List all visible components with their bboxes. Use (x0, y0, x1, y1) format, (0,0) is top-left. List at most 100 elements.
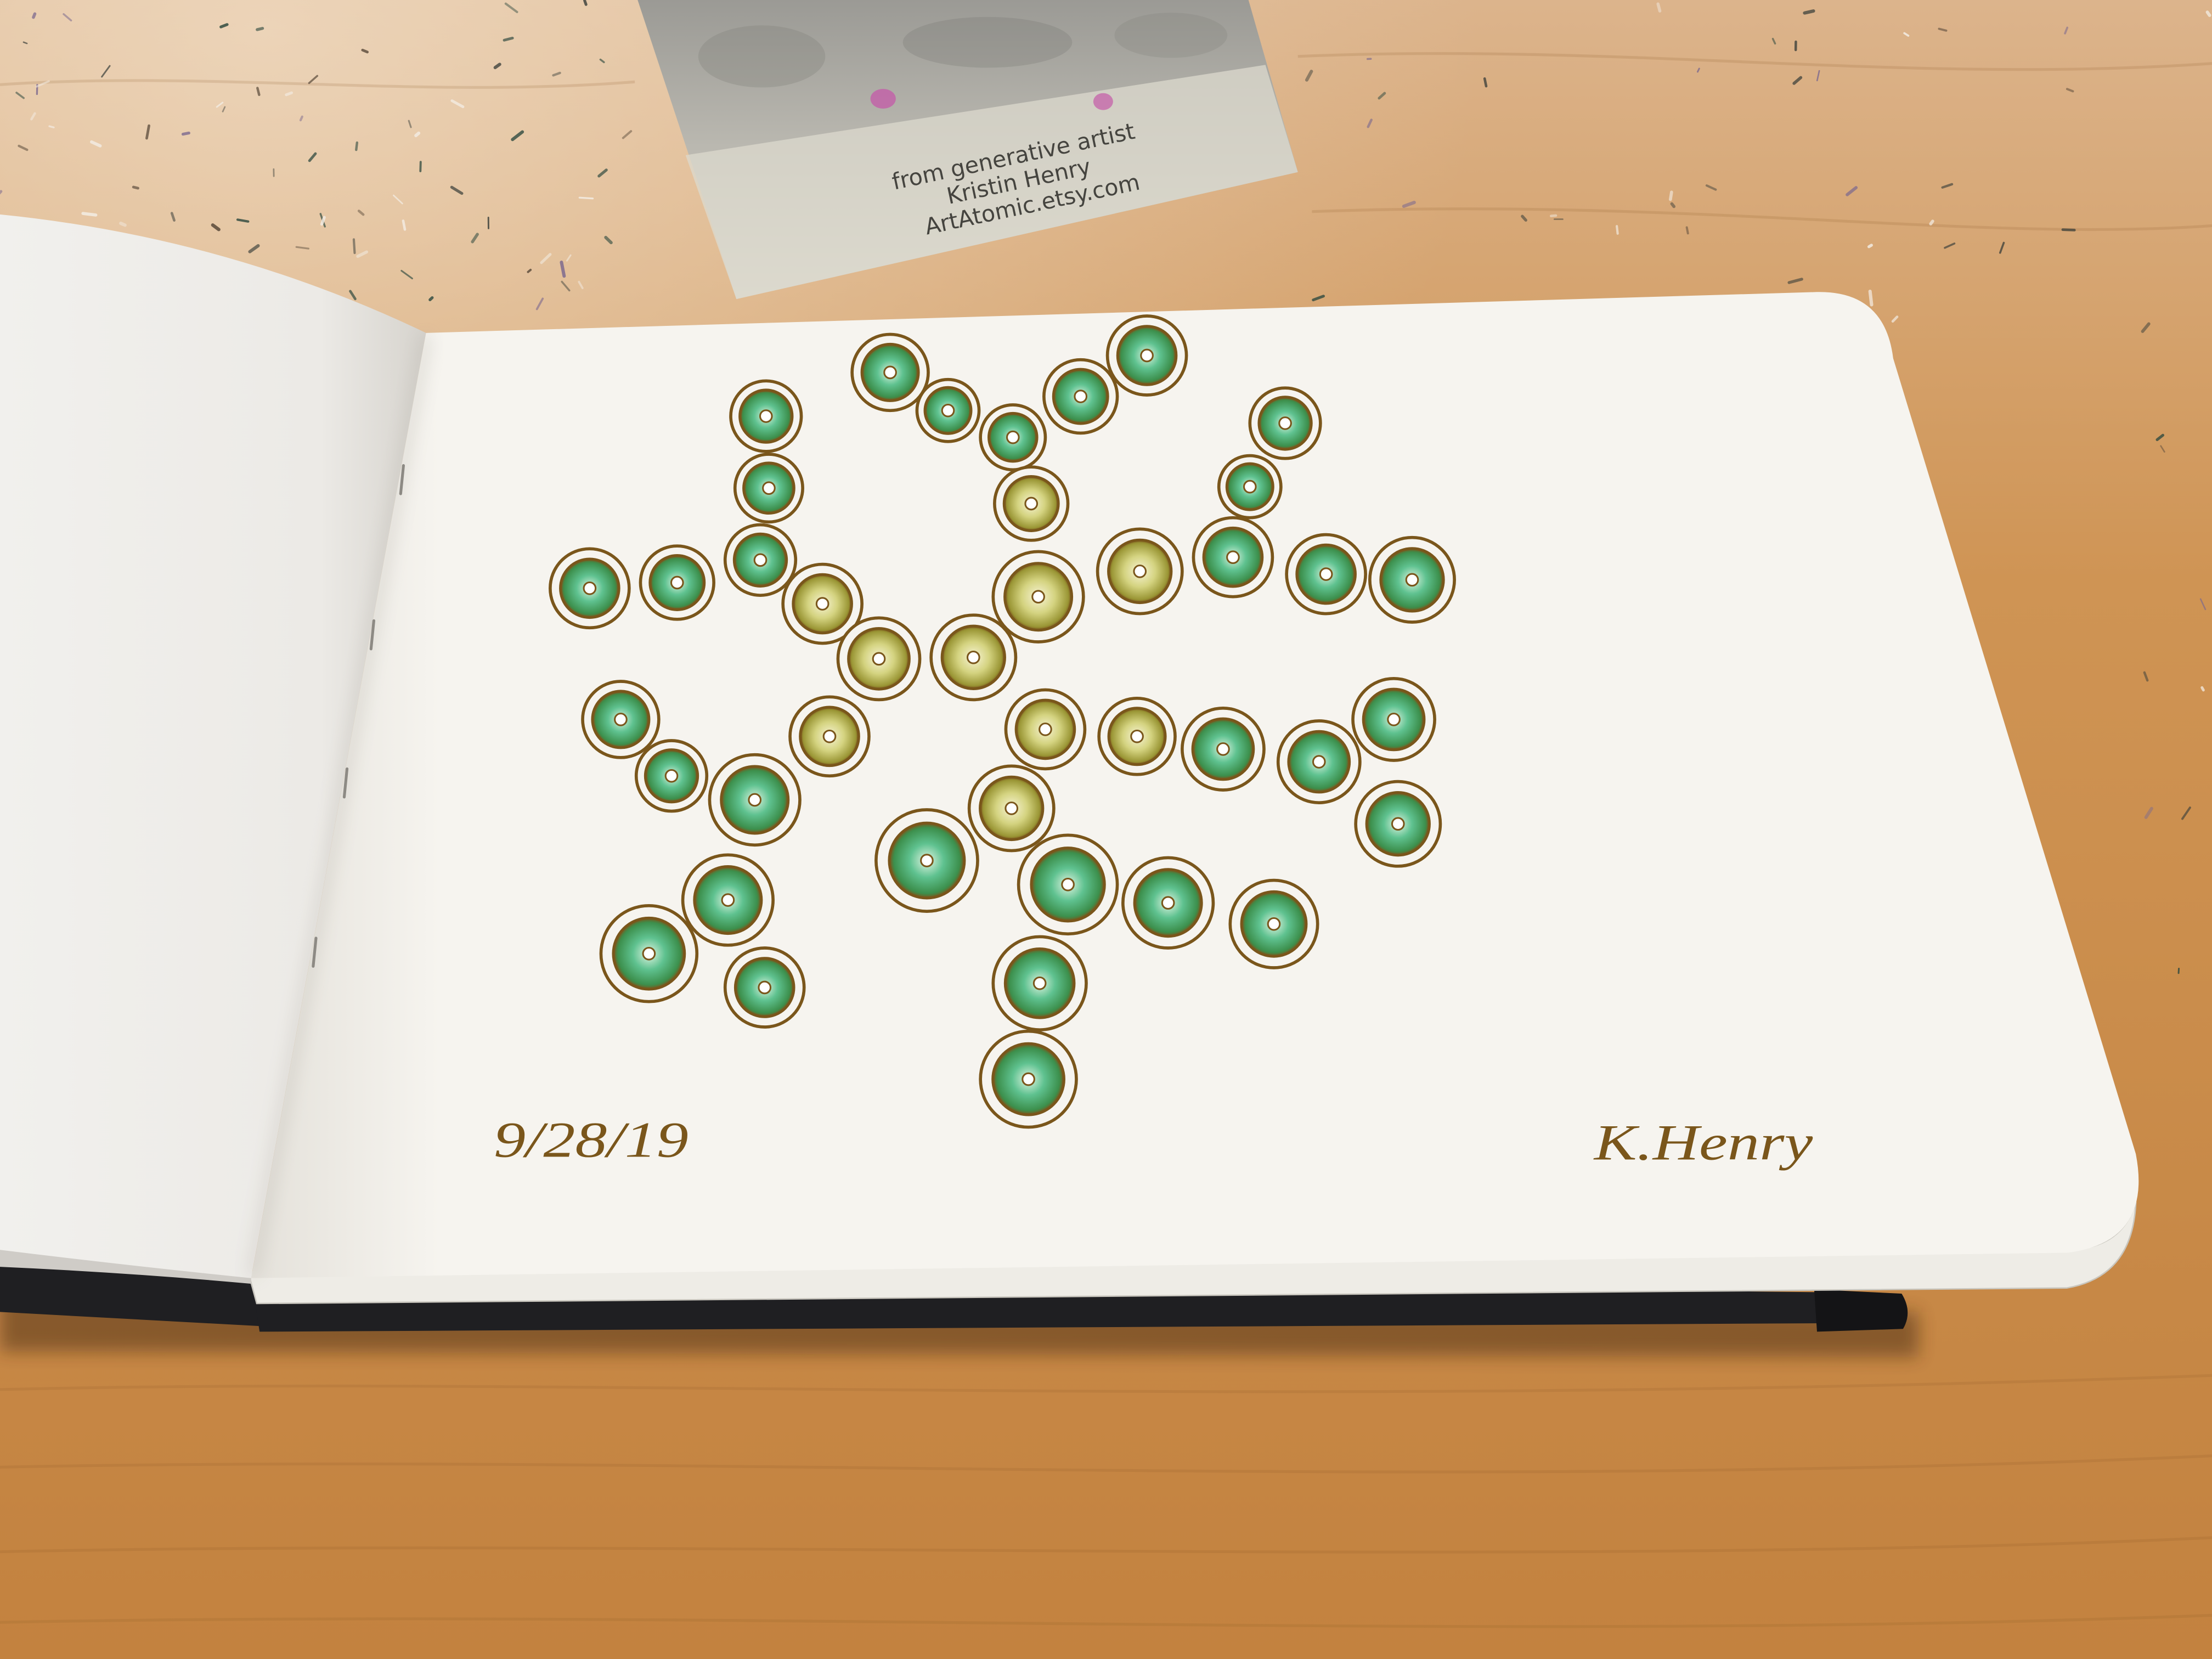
paint-speck (1891, 315, 1899, 323)
ink-ring-motif (979, 403, 1047, 472)
ink-ring-motif (1181, 707, 1266, 792)
center-dot (1039, 723, 1052, 736)
center-dot (1226, 550, 1240, 565)
paint-speck (285, 91, 294, 97)
ink-ring-motif (1368, 535, 1456, 624)
ink-ring-motif (549, 547, 631, 630)
paint-speck (295, 246, 310, 250)
paint-speck (256, 27, 264, 31)
paint-speck (511, 130, 524, 142)
ink-ring-motif (723, 946, 806, 1029)
right-page (251, 292, 2139, 1278)
paint-speck (599, 58, 605, 64)
paint-speck (0, 190, 3, 195)
ink-ring-motif (836, 616, 922, 702)
ink-ring-motif (729, 379, 803, 453)
center-dot (1006, 430, 1020, 444)
paint-speck (219, 23, 229, 29)
ink-ring-motif (915, 377, 981, 443)
paint-speck (393, 194, 403, 205)
ink-ring-motif (708, 753, 802, 847)
paint-speck (170, 212, 176, 222)
paint-speck (352, 238, 356, 255)
pink-paint-spot (1093, 93, 1113, 110)
paint-speck (2141, 322, 2151, 333)
ink-ring-motif (1217, 454, 1283, 520)
paint-speck (35, 80, 50, 88)
paint-speck (2066, 88, 2074, 93)
paint-speck (583, 0, 588, 6)
center-dot (1243, 479, 1257, 494)
center-dot (1387, 713, 1401, 726)
center-dot (1319, 567, 1333, 581)
center-dot (872, 652, 886, 666)
paint-speck (18, 144, 29, 151)
paint-speck (503, 36, 514, 42)
paint-speck (1696, 67, 1700, 73)
center-dot (822, 729, 837, 743)
ink-ring-motif (1276, 719, 1362, 804)
paint-speck (81, 212, 98, 217)
center-dot (748, 793, 762, 807)
ink-ring-motif (991, 935, 1088, 1031)
artist-card: from generative artist Kristin Henry Art… (637, 0, 1298, 300)
ink-ring-motif (850, 332, 930, 413)
wood-grain-line (0, 1454, 2212, 1474)
paint-speck (320, 216, 326, 226)
center-dot (920, 854, 934, 867)
paint-speck (22, 41, 28, 44)
ink-ring-motif (788, 695, 871, 778)
wood-grain-line (0, 1613, 2212, 1628)
elastic-band-tab (1814, 1289, 1908, 1332)
paint-speck (30, 112, 36, 121)
ink-ring-motif (639, 544, 715, 621)
center-dot (670, 575, 684, 590)
stitch-mark (369, 619, 375, 651)
paint-speck (2143, 671, 2149, 682)
ink-ring-motif (1004, 688, 1087, 771)
card-light-band (685, 65, 1298, 300)
paint-speck (256, 87, 261, 97)
center-dot (1005, 802, 1019, 815)
paint-speck (132, 185, 139, 190)
ink-ring-motif (723, 523, 798, 597)
paint-speck (222, 106, 226, 112)
paint-speck (236, 218, 250, 223)
paint-speck (402, 219, 407, 231)
paint-speck (2064, 26, 2069, 35)
paint-speck (356, 250, 369, 258)
paint-speck (361, 48, 369, 54)
paint-speck (414, 131, 421, 138)
paint-speck (1903, 32, 1910, 37)
ink-ring-motif (1285, 533, 1367, 616)
binding-stitches (312, 464, 405, 968)
paint-speck (1846, 186, 1858, 196)
paint-speck (1867, 244, 1873, 249)
paint-speck (1669, 190, 1673, 201)
date-inscription: 9/28/19 (494, 1113, 689, 1169)
ink-ring-motif (1121, 856, 1215, 950)
paint-speck (1312, 295, 1325, 302)
paint-speck (1685, 226, 1689, 235)
center-dot (1161, 896, 1175, 910)
paint-speck (1705, 184, 1717, 191)
ink-ring-motif (1096, 527, 1184, 616)
paint-speck (1616, 225, 1619, 235)
paint-speck (357, 210, 365, 216)
wood-grain-line (1312, 207, 2212, 232)
center-dot (753, 553, 768, 567)
center-dot (1022, 1072, 1035, 1086)
center-dot (1031, 590, 1045, 604)
paint-speck (299, 115, 303, 122)
paint-speck (1803, 9, 1815, 15)
paint-speck (63, 13, 72, 22)
paint-speck (48, 125, 55, 128)
paint-speck (566, 254, 572, 262)
paint-speck (2144, 806, 2153, 819)
paint-speck (1771, 37, 1776, 45)
gutter-shadow (249, 335, 430, 1278)
ink-ring-motif (1192, 516, 1274, 599)
paint-speck (1938, 27, 1948, 32)
sketchbook: 9/28/19 K.Henry (0, 214, 2139, 1357)
paint-speck (1787, 278, 1803, 284)
